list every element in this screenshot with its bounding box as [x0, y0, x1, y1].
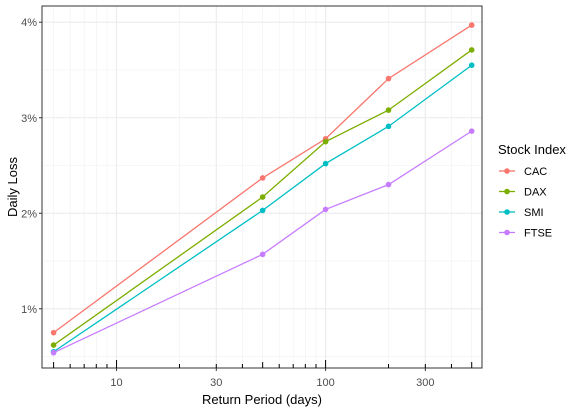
- y-tick-label: 1%: [21, 304, 37, 316]
- legend-key-point-smi: [504, 209, 510, 215]
- y-tick-label: 4%: [21, 17, 37, 29]
- legend-label-ftse: FTSE: [524, 228, 552, 240]
- x-tick-label: 30: [210, 377, 222, 389]
- legend-key-point-dax: [504, 188, 510, 195]
- x-axis-title: Return Period (days): [202, 392, 322, 407]
- legend-key-point-cac: [504, 168, 510, 174]
- y-tick-label: 3%: [21, 113, 37, 125]
- legend-key-point-ftse: [504, 229, 510, 236]
- y-tick-label: 2%: [21, 208, 37, 220]
- x-tick-label: 300: [416, 377, 434, 389]
- series-layer: [50, 22, 475, 356]
- data-point-smi: [468, 62, 475, 69]
- x-tick-label: 10: [110, 377, 122, 389]
- legend-label-dax: DAX: [524, 187, 547, 199]
- data-point-smi: [259, 207, 266, 214]
- data-point-smi: [385, 123, 392, 130]
- axes: 1% 2% 3% 4% 10 30 100 300: [21, 17, 473, 389]
- data-point-dax: [259, 194, 266, 200]
- data-point-ftse: [322, 206, 329, 213]
- data-point-cac: [50, 329, 57, 336]
- data-point-cac: [468, 22, 475, 28]
- data-point-ftse: [468, 128, 475, 134]
- y-axis-title: Daily Loss: [5, 157, 20, 217]
- x-tick-label: 100: [316, 377, 334, 389]
- data-point-dax: [385, 107, 392, 113]
- data-point-ftse: [259, 251, 266, 258]
- data-point-dax: [50, 342, 57, 348]
- data-point-dax: [468, 47, 475, 53]
- legend-title: Stock Index: [498, 142, 566, 157]
- data-point-dax: [322, 138, 329, 145]
- legend-label-smi: SMI: [524, 207, 544, 219]
- data-point-cac: [259, 175, 266, 181]
- plot-panel: [41, 5, 483, 369]
- data-point-ftse: [50, 349, 57, 356]
- data-point-ftse: [385, 181, 392, 188]
- data-point-smi: [322, 160, 329, 167]
- legend-label-cac: CAC: [524, 166, 547, 178]
- legend: Stock Index CAC DAX SMI FTSE: [498, 142, 566, 240]
- data-point-cac: [385, 75, 392, 82]
